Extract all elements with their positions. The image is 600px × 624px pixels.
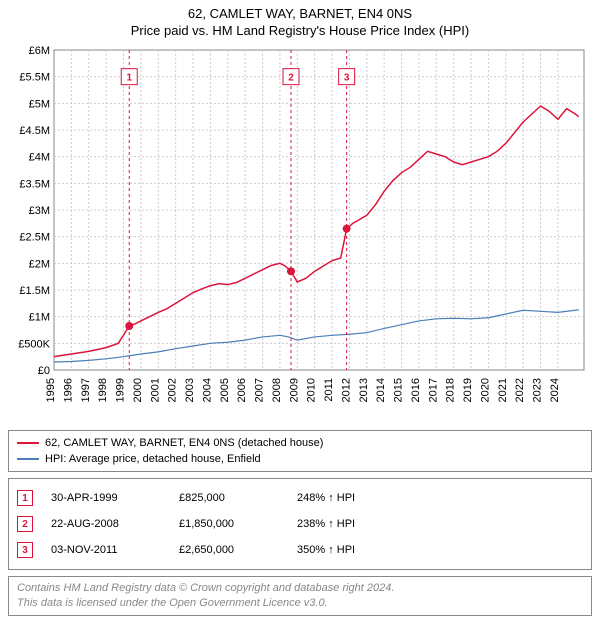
svg-text:2009: 2009	[288, 378, 300, 402]
svg-text:2006: 2006	[236, 378, 248, 402]
svg-text:3: 3	[344, 73, 350, 84]
legend-label: 62, CAMLET WAY, BARNET, EN4 0NS (detache…	[45, 437, 323, 449]
event-row: 3 03-NOV-2011 £2,650,000 350% ↑ HPI	[17, 542, 583, 558]
event-row: 1 30-APR-1999 £825,000 248% ↑ HPI	[17, 490, 583, 506]
event-marker-icon: 2	[17, 516, 33, 532]
event-price: £2,650,000	[179, 544, 279, 556]
event-date: 22-AUG-2008	[51, 518, 161, 530]
event-marker-icon: 3	[17, 542, 33, 558]
svg-text:£4M: £4M	[29, 152, 50, 164]
legend-item-hpi: HPI: Average price, detached house, Enfi…	[17, 451, 583, 467]
svg-text:£5M: £5M	[29, 98, 50, 110]
event-hpi: 248% ↑ HPI	[297, 492, 355, 504]
svg-text:2014: 2014	[375, 378, 387, 402]
title-subtitle: Price paid vs. HM Land Registry's House …	[8, 23, 592, 38]
legend-swatch	[17, 458, 39, 460]
legend-swatch	[17, 442, 39, 444]
svg-text:2004: 2004	[201, 378, 213, 402]
svg-text:2008: 2008	[271, 378, 283, 402]
svg-text:2012: 2012	[340, 378, 352, 402]
event-price: £825,000	[179, 492, 279, 504]
chart-title: 62, CAMLET WAY, BARNET, EN4 0NS Price pa…	[8, 6, 592, 38]
svg-text:1997: 1997	[80, 378, 92, 402]
svg-text:2015: 2015	[393, 378, 405, 402]
svg-text:2018: 2018	[445, 378, 457, 402]
event-marker-icon: 1	[17, 490, 33, 506]
svg-text:2010: 2010	[306, 378, 318, 402]
svg-text:2021: 2021	[497, 378, 509, 402]
svg-text:1995: 1995	[45, 378, 57, 402]
svg-text:1999: 1999	[115, 378, 127, 402]
svg-text:2017: 2017	[427, 378, 439, 402]
title-address: 62, CAMLET WAY, BARNET, EN4 0NS	[8, 6, 592, 21]
svg-text:£5.5M: £5.5M	[19, 72, 50, 84]
legend: 62, CAMLET WAY, BARNET, EN4 0NS (detache…	[8, 430, 592, 472]
footer-attribution: Contains HM Land Registry data © Crown c…	[8, 576, 592, 616]
svg-text:£3M: £3M	[29, 205, 50, 217]
svg-text:£1.5M: £1.5M	[19, 285, 50, 297]
svg-text:£500K: £500K	[18, 338, 50, 350]
svg-text:£3.5M: £3.5M	[19, 178, 50, 190]
events-table: 1 30-APR-1999 £825,000 248% ↑ HPI 2 22-A…	[8, 478, 592, 570]
footer-line: Contains HM Land Registry data © Crown c…	[17, 581, 583, 596]
event-row: 2 22-AUG-2008 £1,850,000 238% ↑ HPI	[17, 516, 583, 532]
event-price: £1,850,000	[179, 518, 279, 530]
svg-text:1998: 1998	[97, 378, 109, 402]
svg-text:2000: 2000	[132, 378, 144, 402]
footer-line: This data is licensed under the Open Gov…	[17, 596, 583, 611]
event-date: 03-NOV-2011	[51, 544, 161, 556]
svg-text:2013: 2013	[358, 378, 370, 402]
svg-text:2022: 2022	[514, 378, 526, 402]
svg-text:1996: 1996	[62, 378, 74, 402]
svg-text:£1M: £1M	[29, 312, 50, 324]
svg-text:£0: £0	[38, 365, 50, 377]
svg-text:2003: 2003	[184, 378, 196, 402]
event-date: 30-APR-1999	[51, 492, 161, 504]
svg-text:£2.5M: £2.5M	[19, 232, 50, 244]
svg-text:1: 1	[126, 73, 132, 84]
svg-text:£4.5M: £4.5M	[19, 125, 50, 137]
svg-text:2002: 2002	[167, 378, 179, 402]
svg-text:2: 2	[288, 73, 294, 84]
svg-text:2019: 2019	[462, 378, 474, 402]
svg-text:2001: 2001	[149, 378, 161, 402]
price-chart: £0 £500K £1M £1.5M £2M £2.5M £3M £3.5M £4M £4.5M £…	[8, 44, 592, 424]
svg-text:2020: 2020	[479, 378, 491, 402]
event-hpi: 238% ↑ HPI	[297, 518, 355, 530]
svg-text:2011: 2011	[323, 378, 335, 402]
svg-text:2005: 2005	[219, 378, 231, 402]
legend-item-price: 62, CAMLET WAY, BARNET, EN4 0NS (detache…	[17, 435, 583, 451]
svg-text:2007: 2007	[254, 378, 266, 402]
svg-text:2016: 2016	[410, 378, 422, 402]
legend-label: HPI: Average price, detached house, Enfi…	[45, 453, 261, 465]
svg-text:£2M: £2M	[29, 258, 50, 270]
svg-text:2024: 2024	[549, 378, 561, 402]
event-hpi: 350% ↑ HPI	[297, 544, 355, 556]
svg-text:£6M: £6M	[29, 45, 50, 57]
svg-text:2023: 2023	[532, 378, 544, 402]
